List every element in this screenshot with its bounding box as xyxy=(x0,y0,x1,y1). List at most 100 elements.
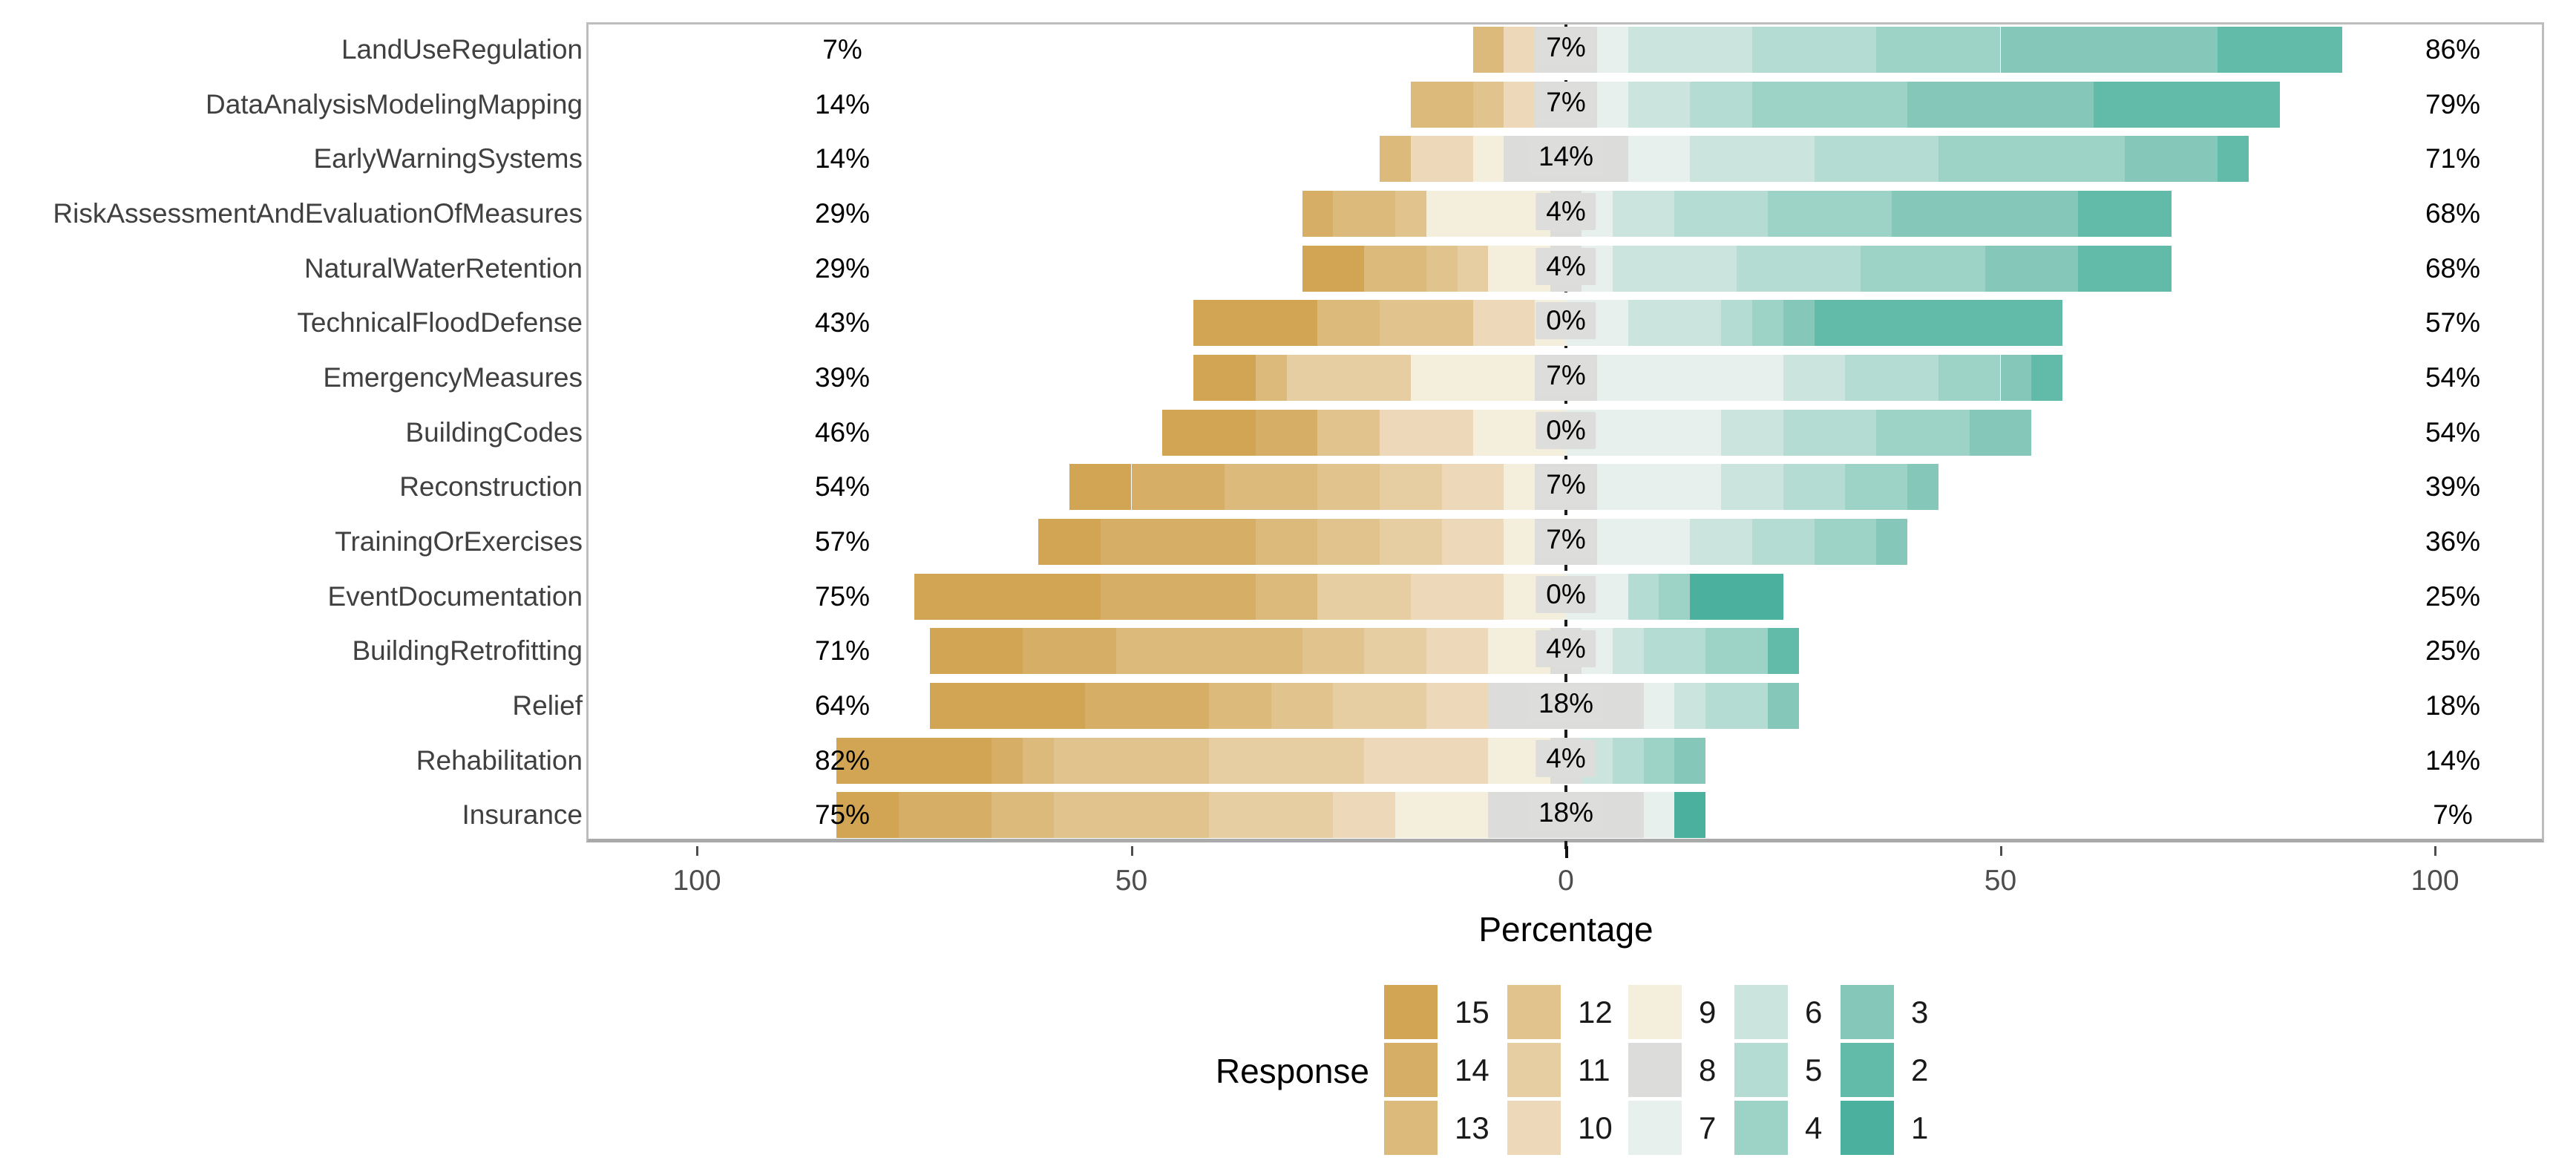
legend-item-label: 7 xyxy=(1699,1110,1717,1145)
bar-segment-response-4 xyxy=(1751,300,1783,347)
bar-segment-response-10 xyxy=(1410,136,1473,183)
bar-segment-response-15 xyxy=(836,792,899,839)
x-axis-tick-label: 100 xyxy=(672,865,721,897)
bar-segment-response-3 xyxy=(1969,409,2032,456)
category-label: Relief xyxy=(512,690,583,721)
bar-segment-response-13 xyxy=(1209,682,1271,729)
center-percent-label: 0% xyxy=(1536,411,1596,449)
category-label: BuildingRetrofitting xyxy=(352,635,583,667)
legend-swatch-response-4 xyxy=(1734,1101,1788,1155)
bar-segment-response-14 xyxy=(898,792,992,839)
bar-segment-response-14 xyxy=(1023,628,1116,675)
x-axis-tick xyxy=(1565,846,1568,858)
center-percent-label: 4% xyxy=(1536,739,1596,777)
center-percent-label: 7% xyxy=(1536,28,1596,66)
left-percent-label: 82% xyxy=(814,744,871,776)
left-percent-label: 71% xyxy=(814,635,871,667)
bar-segment-response-14 xyxy=(1100,518,1256,565)
bar-segment-response-6 xyxy=(1721,464,1783,511)
bar-segment-response-15 xyxy=(1038,518,1101,565)
legend-title: Response xyxy=(1215,1052,1369,1090)
right-percent-label: 68% xyxy=(2425,198,2481,229)
bar-segment-response-12 xyxy=(1394,190,1426,237)
bar-segment-response-10 xyxy=(1504,26,1536,73)
right-percent-label: 39% xyxy=(2425,471,2481,502)
right-percent-label: 18% xyxy=(2425,690,2481,721)
bar-segment-response-2 xyxy=(2031,354,2063,401)
right-percent-label: 25% xyxy=(2425,635,2481,667)
legend-item-label: 10 xyxy=(1578,1110,1613,1145)
bar-segment-response-13 xyxy=(1023,737,1054,784)
bar-segment-response-6 xyxy=(1690,136,1815,183)
bar-segment-response-7 xyxy=(1628,136,1691,183)
bar-segment-response-9 xyxy=(1504,464,1536,511)
bar-segment-response-7 xyxy=(1596,26,1628,73)
bar-segment-response-13 xyxy=(1255,354,1287,401)
legend-swatch-response-5 xyxy=(1734,1043,1788,1097)
legend-swatch-response-8 xyxy=(1628,1043,1682,1097)
bar-segment-response-13 xyxy=(1333,190,1395,237)
bar-segment-response-7 xyxy=(1596,354,1783,401)
right-percent-label: 7% xyxy=(2433,799,2473,831)
right-percent-label: 79% xyxy=(2425,88,2481,120)
bar-segment-response-10 xyxy=(1364,737,1489,784)
bar-segment-response-12 xyxy=(1053,737,1210,784)
center-percent-label: 4% xyxy=(1536,192,1596,230)
legend-swatch-response-3 xyxy=(1841,985,1894,1039)
bar-segment-response-15 xyxy=(1162,409,1256,456)
bar-segment-response-15 xyxy=(1069,464,1132,511)
right-percent-label: 68% xyxy=(2425,252,2481,284)
right-percent-label: 86% xyxy=(2425,34,2481,65)
bar-segment-response-15 xyxy=(929,682,1085,729)
bar-segment-response-13 xyxy=(1472,26,1504,73)
bar-segment-response-6 xyxy=(1628,81,1691,128)
bar-segment-response-9 xyxy=(1410,354,1536,401)
left-percent-label: 29% xyxy=(814,252,871,284)
bar-segment-response-9 xyxy=(1426,190,1551,237)
bar-segment-response-2 xyxy=(2078,245,2172,292)
bar-segment-response-5 xyxy=(1643,628,1706,675)
bar-segment-response-13 xyxy=(1224,464,1318,511)
legend-swatch-response-11 xyxy=(1507,1043,1561,1097)
center-percent-label: 4% xyxy=(1536,247,1596,285)
center-percent-label: 4% xyxy=(1536,630,1596,668)
bar-segment-response-12 xyxy=(1472,81,1504,128)
legend-item-label: 12 xyxy=(1578,994,1613,1029)
x-axis-tick xyxy=(696,846,698,856)
bar-segment-response-11 xyxy=(1333,682,1426,729)
category-label: RiskAssessmentAndEvaluationOfMeasures xyxy=(53,198,583,229)
bar-segment-response-1 xyxy=(1674,792,1706,839)
bar-segment-response-5 xyxy=(1751,26,1877,73)
bar-segment-response-3 xyxy=(1907,464,1938,511)
bar-segment-response-3 xyxy=(2124,136,2218,183)
bar-segment-response-5 xyxy=(1612,737,1644,784)
category-label: Insurance xyxy=(462,799,583,831)
x-axis-tick-label: 0 xyxy=(1558,865,1574,897)
bar-segment-response-2 xyxy=(2078,190,2172,237)
bar-segment-response-11 xyxy=(1380,464,1442,511)
left-percent-label: 57% xyxy=(814,526,871,557)
bar-segment-response-4 xyxy=(1845,464,1908,511)
x-axis-tick-label: 50 xyxy=(1115,865,1148,897)
category-label: DataAnalysisModelingMapping xyxy=(205,88,583,120)
legend-item-label: 13 xyxy=(1455,1110,1489,1145)
left-percent-label: 39% xyxy=(814,362,871,393)
bar-segment-response-6 xyxy=(1612,245,1737,292)
bar-segment-response-13 xyxy=(1380,136,1411,183)
left-percent-label: 43% xyxy=(814,307,871,338)
bar-segment-response-15 xyxy=(836,737,992,784)
bar-segment-response-5 xyxy=(1690,81,1752,128)
bar-segment-response-14 xyxy=(1302,190,1334,237)
bar-segment-response-9 xyxy=(1394,792,1489,839)
bar-segment-response-9 xyxy=(1472,136,1504,183)
left-percent-label: 75% xyxy=(814,580,871,612)
left-percent-label: 64% xyxy=(814,690,871,721)
legend-item-label: 9 xyxy=(1699,994,1717,1029)
bar-segment-response-6 xyxy=(1783,354,1846,401)
category-label: Reconstruction xyxy=(399,471,583,502)
center-percent-label: 18% xyxy=(1527,684,1605,722)
bar-segment-response-3 xyxy=(1985,245,2079,292)
right-percent-label: 36% xyxy=(2425,526,2481,557)
bar-segment-response-6 xyxy=(1674,682,1706,729)
bar-segment-response-13 xyxy=(1255,518,1318,565)
